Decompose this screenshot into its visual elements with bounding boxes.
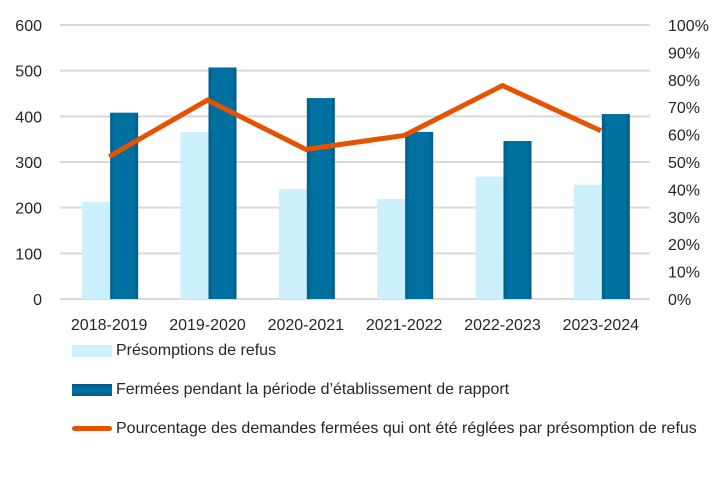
bar-closed	[306, 98, 335, 299]
x-tick-label: 2021-2022	[366, 317, 443, 334]
bar-presumptions	[377, 198, 406, 299]
legend-item-percentage: Pourcentage des demandes fermées qui ont…	[72, 418, 712, 439]
x-tick-label: 2018-2019	[71, 317, 148, 334]
legend-swatch-dark-bar	[72, 384, 112, 396]
bar-closed	[503, 140, 532, 299]
x-tick-label: 2022-2023	[464, 317, 541, 334]
y-tick-label-right: 70%	[668, 100, 700, 117]
y-tick-label-right: 50%	[668, 155, 700, 172]
y-tick-label-right: 90%	[668, 45, 700, 62]
bar-presumptions	[573, 184, 602, 299]
y-tick-label-right: 10%	[668, 265, 700, 282]
y-tick-label-left: 200	[15, 201, 42, 218]
y-tick-label-right: 80%	[668, 73, 700, 90]
bars	[82, 67, 630, 300]
y-tick-label-right: 100%	[668, 18, 709, 35]
legend: Présomptions de refus Fermées pendant la…	[72, 340, 712, 439]
axes: 0 100 200 300 400 500 600 0% 10% 20% 30% 40% 50% 60% 7…	[15, 18, 709, 334]
y-tick-label-left: 400	[15, 109, 42, 126]
y-tick-label-right: 40%	[668, 182, 700, 199]
bar-presumptions	[82, 201, 111, 299]
line-percentage	[107, 83, 602, 159]
gridlines	[60, 24, 650, 300]
legend-item-presumptions: Présomptions de refus	[72, 340, 712, 361]
y-tick-label-left: 100	[15, 246, 42, 263]
bar-closed	[601, 114, 630, 299]
y-tick-label-left: 600	[15, 18, 42, 35]
x-tick-label: 2023-2024	[563, 317, 640, 334]
y-tick-label-left: 0	[33, 292, 42, 309]
x-tick-label: 2019-2020	[169, 317, 246, 334]
bar-presumptions	[278, 188, 307, 299]
y-tick-label-right: 60%	[668, 128, 700, 145]
x-tick-label: 2020-2021	[268, 317, 345, 334]
legend-swatch-line	[72, 426, 112, 431]
bar-presumptions	[180, 131, 209, 299]
y-tick-label-right: 30%	[668, 210, 700, 227]
y-tick-label-right: 20%	[668, 237, 700, 254]
y-tick-label-left: 300	[15, 155, 42, 172]
line-series	[107, 83, 602, 159]
y-tick-label-right: 0%	[668, 292, 691, 309]
legend-label: Présomptions de refus	[116, 342, 277, 359]
bar-presumptions	[475, 176, 504, 299]
y-tick-label-left: 500	[15, 64, 42, 81]
legend-swatch-light-bar	[72, 345, 112, 357]
bar-closed	[405, 131, 434, 299]
legend-item-closed: Fermées pendant la période d’établisseme…	[72, 379, 712, 400]
legend-label: Pourcentage des demandes fermées qui ont…	[116, 420, 697, 437]
legend-label: Fermées pendant la période d’établisseme…	[116, 381, 510, 398]
